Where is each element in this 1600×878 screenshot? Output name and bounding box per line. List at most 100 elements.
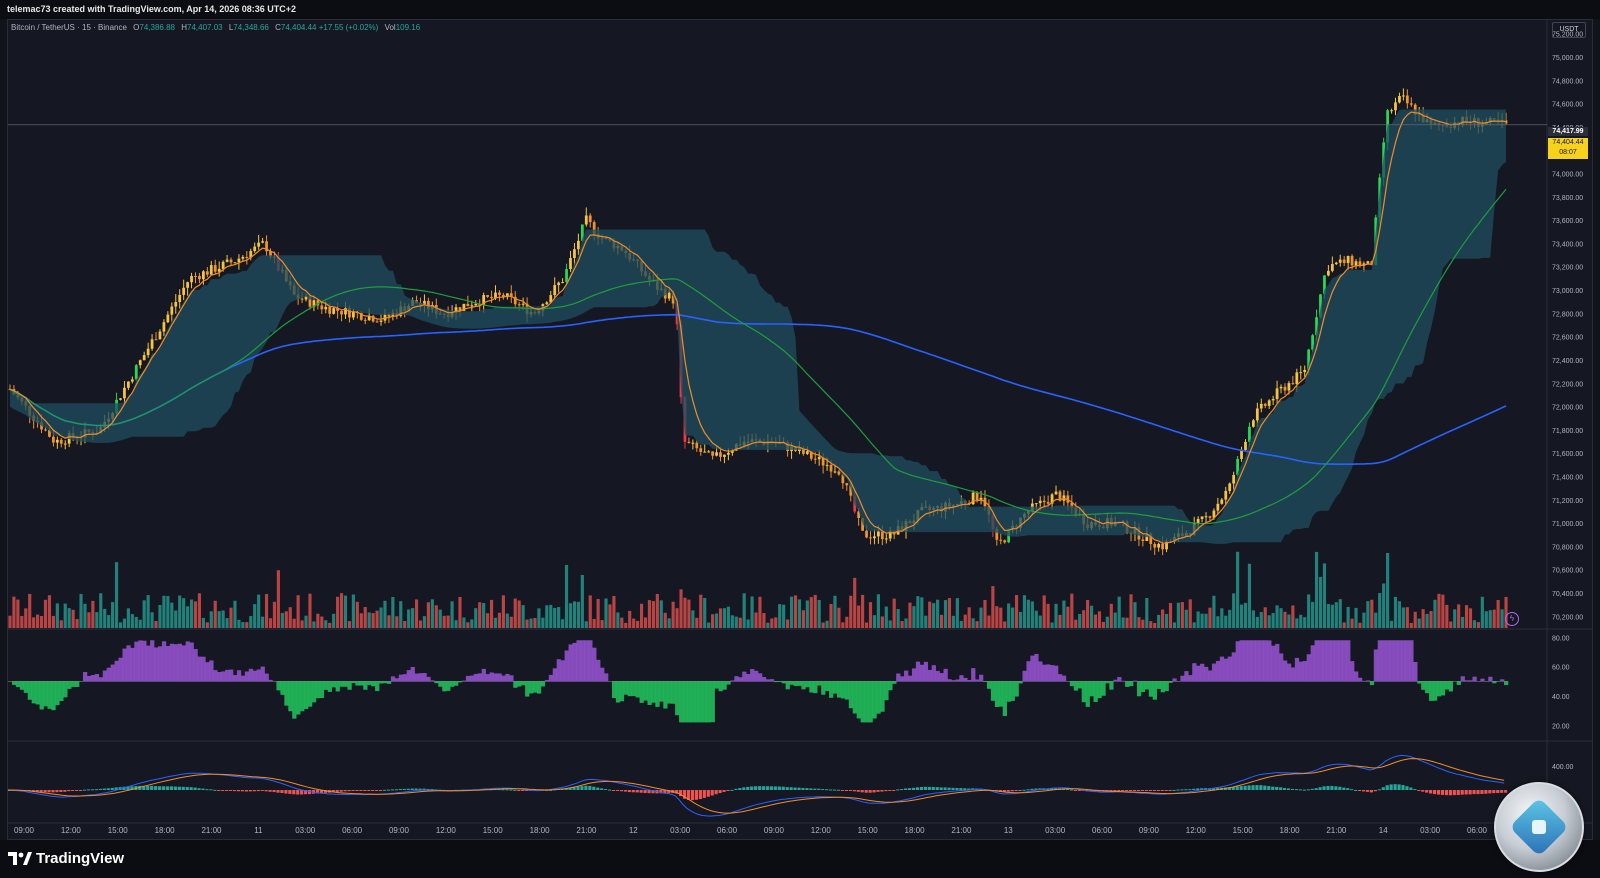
candle-body xyxy=(150,339,154,349)
macd-histogram-bar xyxy=(1148,790,1152,791)
volume-bar xyxy=(525,619,529,628)
rsi-fill xyxy=(134,641,139,682)
rsi-fill xyxy=(750,669,755,682)
rsi-fill xyxy=(252,670,257,682)
candle-body xyxy=(1204,516,1208,518)
candle-body xyxy=(1054,491,1058,495)
rsi-fill xyxy=(308,681,313,707)
macd-histogram-bar xyxy=(919,786,923,790)
rsi-fill xyxy=(963,677,968,682)
rsi-fill xyxy=(876,681,881,714)
candle-body xyxy=(592,222,596,234)
macd-histogram-bar xyxy=(1385,785,1389,790)
volume-bar xyxy=(896,609,900,628)
candle-body xyxy=(1208,516,1212,518)
volume-bar xyxy=(872,615,877,628)
candle-body xyxy=(877,531,880,537)
rsi-fill xyxy=(1125,681,1130,687)
rsi-fill xyxy=(931,665,936,682)
rsi-fill xyxy=(434,681,439,684)
macd-histogram-bar xyxy=(1294,789,1298,791)
price-tick-label: 71,200.00 xyxy=(1552,498,1583,505)
macd-histogram-bar xyxy=(1196,788,1200,790)
volume-bar xyxy=(1011,607,1015,628)
candle-body xyxy=(1212,510,1216,518)
price-tick-label: 71,000.00 xyxy=(1552,521,1583,528)
volume-bar xyxy=(1054,603,1058,628)
volume-bar xyxy=(20,615,24,628)
rsi-fill xyxy=(509,675,514,682)
volume-bar xyxy=(1472,620,1477,628)
ohlc-legend: Bitcoin / TetherUS · 15 · Binance O74,38… xyxy=(11,23,420,32)
rsi-fill xyxy=(55,681,60,706)
volume-bar xyxy=(474,608,478,628)
macd-histogram-bar xyxy=(706,790,710,797)
volume-bar xyxy=(1291,605,1295,628)
candle-body xyxy=(971,492,975,505)
volume-bar xyxy=(505,613,509,628)
macd-histogram-bar xyxy=(1286,788,1291,790)
candle-body xyxy=(209,265,213,275)
volume-bar xyxy=(600,620,604,628)
macd-histogram-bar xyxy=(833,789,837,791)
macd-histogram-bar xyxy=(876,790,880,792)
rsi-fill xyxy=(197,656,202,682)
volume-bar xyxy=(557,607,561,628)
volume-bar xyxy=(55,603,59,628)
rsi-fill xyxy=(319,681,325,699)
rsi-fill xyxy=(501,675,506,682)
rsi-fill xyxy=(947,679,952,682)
volume-bar xyxy=(695,617,699,628)
volume-bar xyxy=(426,602,430,628)
macd-histogram-bar xyxy=(1014,790,1018,791)
candle-body xyxy=(336,308,339,311)
candle-body xyxy=(857,511,861,519)
candle-body xyxy=(328,306,332,314)
macd-histogram-bar xyxy=(363,790,367,791)
price-tick-label: 72,800.00 xyxy=(1552,311,1583,318)
time-tick-label: 09:00 xyxy=(389,826,410,835)
macd-histogram-bar xyxy=(967,788,971,790)
currency-button[interactable]: USDT xyxy=(1552,22,1586,38)
macd-histogram-bar xyxy=(240,790,245,792)
volume-bar xyxy=(1200,613,1204,628)
candle-body xyxy=(1046,502,1050,504)
candle-body xyxy=(48,430,51,437)
candle-body xyxy=(569,258,572,270)
macd-histogram-bar xyxy=(1010,790,1014,792)
volume-bar xyxy=(1350,618,1354,628)
rsi-fill xyxy=(785,681,790,690)
macd-histogram-bar xyxy=(840,790,845,791)
close-label: C xyxy=(275,23,281,32)
rsi-fill xyxy=(1196,665,1201,682)
volume-bar xyxy=(782,604,786,628)
macd-histogram-bar xyxy=(505,789,509,791)
rsi-fill xyxy=(83,672,88,682)
lightning-icon[interactable]: ϟ xyxy=(1505,612,1519,626)
macd-histogram-bar xyxy=(418,788,422,790)
rsi-fill xyxy=(710,681,715,723)
macd-histogram-bar xyxy=(1444,790,1448,796)
macd-histogram-bar xyxy=(1472,790,1476,795)
volume-bar xyxy=(1137,617,1141,628)
candle-body xyxy=(486,295,489,297)
candle-body xyxy=(1070,502,1074,508)
macd-histogram-bar xyxy=(1440,790,1445,795)
macd-histogram-bar xyxy=(256,790,260,792)
macd-histogram-bar xyxy=(79,790,83,791)
volume-bar xyxy=(1239,604,1244,628)
macd-histogram-bar xyxy=(1417,790,1421,791)
rsi-fill xyxy=(647,681,652,705)
volume-bar xyxy=(932,603,936,628)
rsi-fill xyxy=(161,641,167,682)
candle-body xyxy=(1354,261,1358,266)
volume-bar xyxy=(1141,619,1145,628)
macd-histogram-bar xyxy=(1354,789,1358,791)
volume-bar xyxy=(391,597,395,628)
volume-bar xyxy=(1299,614,1303,628)
rsi-fill xyxy=(465,675,471,682)
rsi-fill xyxy=(544,680,550,682)
rsi-fill xyxy=(1243,640,1248,682)
rsi-fill xyxy=(888,681,893,691)
